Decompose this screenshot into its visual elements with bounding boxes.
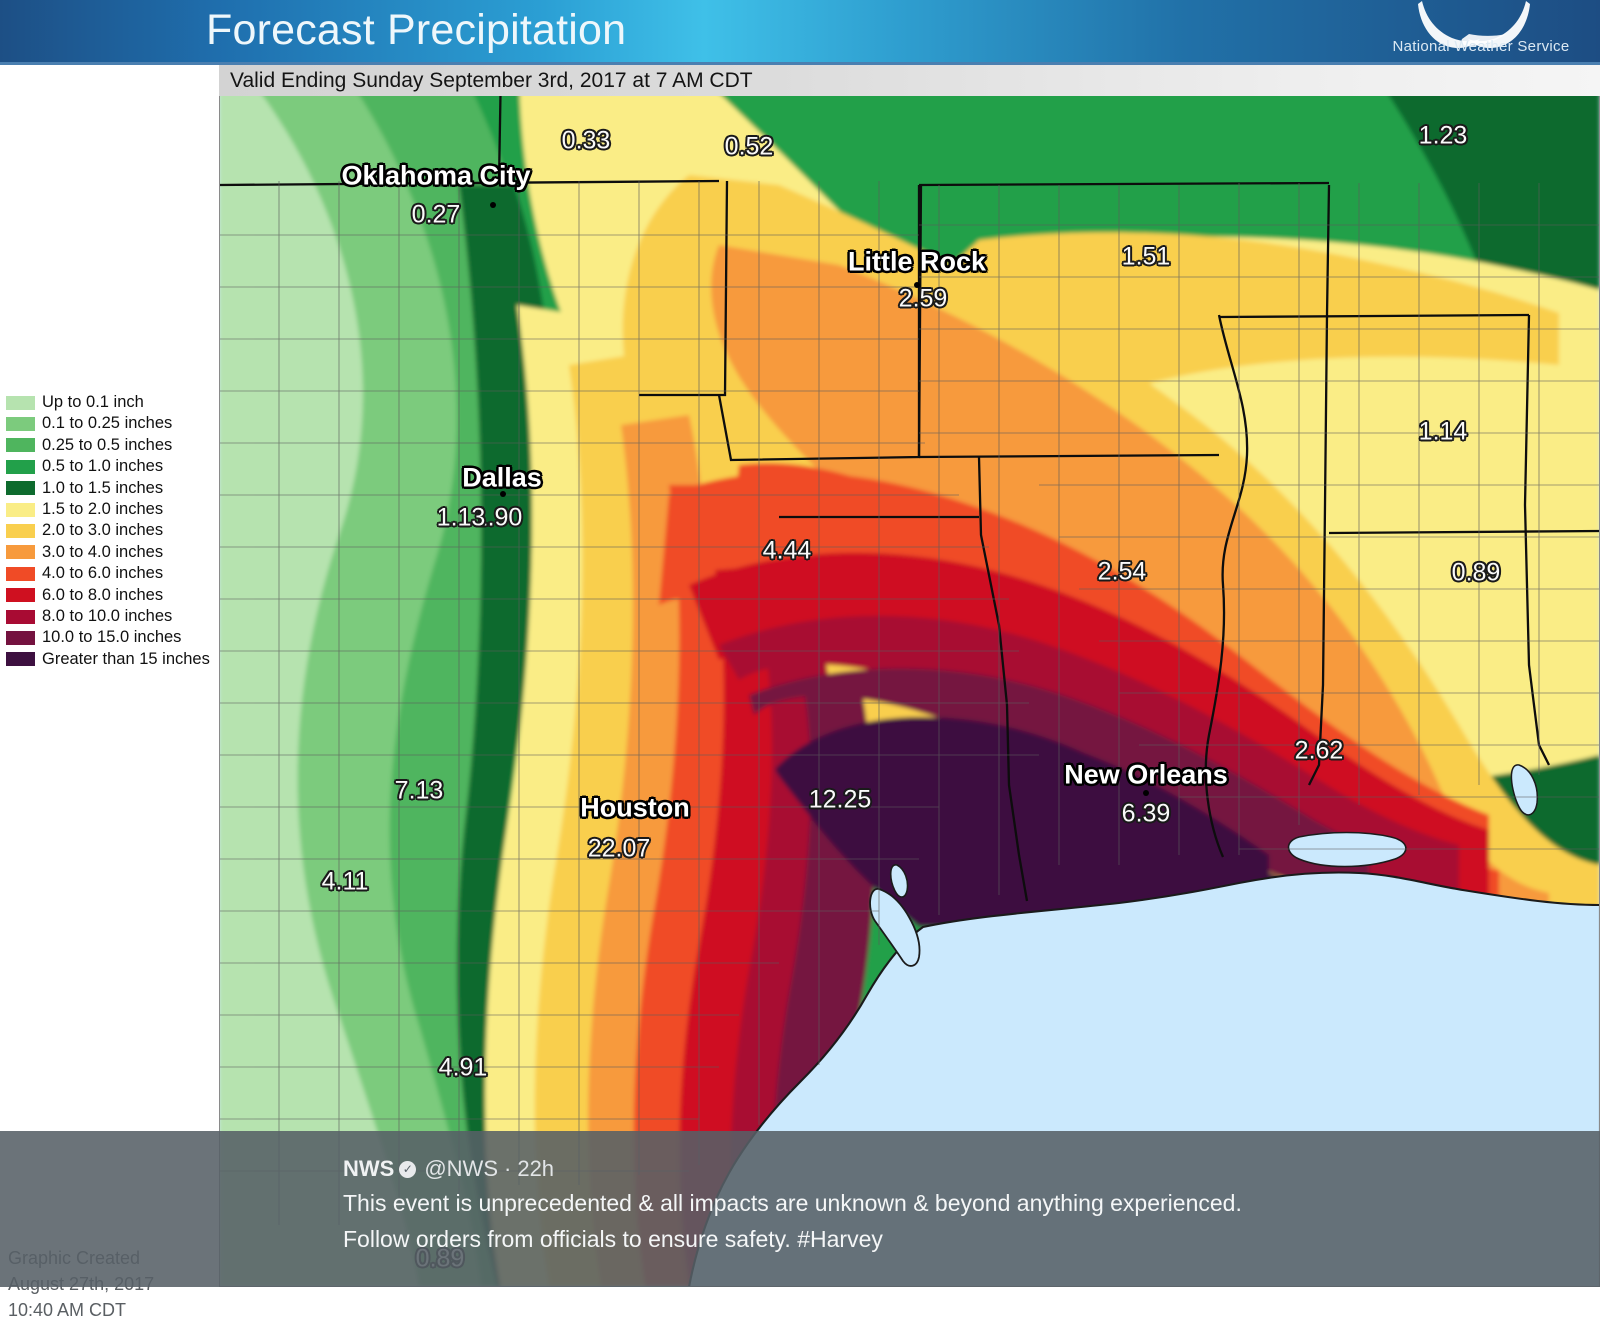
legend-color-swatch <box>6 545 35 560</box>
valid-ending-bar: Valid Ending Sunday September 3rd, 2017 … <box>219 65 1600 96</box>
city-label-little-rock: Little Rock <box>847 246 987 277</box>
legend-item: 0.5 to 1.0 inches <box>6 456 219 477</box>
nws-bird-logo-icon <box>1418 1 1530 49</box>
precip-value-label: 1.23 <box>1418 121 1468 150</box>
tweet-timestamp[interactable]: 22h <box>517 1156 555 1181</box>
legend-item: 2.0 to 3.0 inches <box>6 520 219 541</box>
tweet-handle[interactable]: @NWS <box>424 1156 498 1181</box>
graphic-created-line3: 10:40 AM CDT <box>8 1300 127 1320</box>
legend-item: 10.0 to 15.0 inches <box>6 627 219 648</box>
legend-color-swatch <box>6 566 35 581</box>
legend-item: 1.0 to 1.5 inches <box>6 478 219 499</box>
legend-color-swatch <box>6 481 35 496</box>
legend-item-label: 10.0 to 15.0 inches <box>42 628 182 647</box>
legend-color-swatch <box>6 524 35 539</box>
precipitation-legend: Up to 0.1 inch 0.1 to 0.25 inches 0.25 to … <box>6 392 219 670</box>
tweet-text-line-1: This event is unprecedented & all impact… <box>343 1190 1242 1216</box>
precip-value-label: 1.14 <box>1418 417 1468 446</box>
precip-value-label: 0.52 <box>724 132 774 161</box>
header-banner: Forecast Precipitation National Weather … <box>0 0 1600 62</box>
legend-item-label: 3.0 to 4.0 inches <box>42 542 164 561</box>
precip-value-label: 1.13 <box>436 503 486 532</box>
city-marker-dot <box>1143 790 1149 796</box>
legend-color-swatch <box>6 395 35 410</box>
tweet-header: NWS ✓ @NWS · 22h <box>343 1153 1573 1185</box>
precip-value-label: 0.33 <box>561 126 611 155</box>
tweet-text-line-2: Follow orders from officials to ensure s… <box>343 1226 883 1252</box>
valid-ending-text: Valid Ending Sunday September 3rd, 2017 … <box>230 69 753 92</box>
legend-item: 1.5 to 2.0 inches <box>6 499 219 520</box>
city-marker-dot <box>500 491 506 497</box>
legend-item-label: Greater than 15 inches <box>42 649 210 668</box>
precip-value-label: 0.27 <box>411 200 461 229</box>
legend-item-label: 0.5 to 1.0 inches <box>42 457 164 476</box>
precip-value-label: 1.51 <box>1121 242 1171 271</box>
precip-value-label: 7.13 <box>394 776 444 805</box>
city-label-oklahoma-city: Oklahoma City <box>341 160 531 191</box>
legend-item-label: 6.0 to 8.0 inches <box>42 585 164 604</box>
legend-color-swatch <box>6 630 35 645</box>
precip-value-label: 4.11 <box>321 867 369 896</box>
legend-item: 4.0 to 6.0 inches <box>6 563 219 584</box>
legend-item-label: Up to 0.1 inch <box>42 393 144 411</box>
legend-item-label: 0.25 to 0.5 inches <box>42 435 173 454</box>
legend-item-label: 1.5 to 2.0 inches <box>42 499 164 518</box>
precip-value-label: 0.89 <box>1451 558 1501 587</box>
legend-item: 0.25 to 0.5 inches <box>6 435 219 456</box>
legend-item-label: 4.0 to 6.0 inches <box>42 564 164 583</box>
city-marker-dot <box>634 838 640 844</box>
legend-color-swatch <box>6 588 35 603</box>
precip-value-label: 2.59 <box>898 284 948 313</box>
city-label-new-orleans: New Orleans <box>1064 759 1228 790</box>
precipitation-map[interactable]: Oklahoma City 0.27 Little Rock 2.59 Dallas 1.… <box>219 65 1600 1287</box>
legend-color-swatch <box>6 609 35 624</box>
city-marker-dot <box>914 282 920 288</box>
nws-agency-label: National Weather Service <box>1392 38 1570 55</box>
legend-color-swatch <box>6 459 35 474</box>
legend-item: 0.1 to 0.25 inches <box>6 413 219 434</box>
tweet-account-name[interactable]: NWS <box>343 1156 395 1181</box>
tweet-content: NWS ✓ @NWS · 22h This event is unprecede… <box>343 1153 1573 1257</box>
legend-item-label: 0.1 to 0.25 inches <box>42 414 173 433</box>
legend-color-swatch <box>6 652 35 667</box>
precip-value-label: 4.91 <box>438 1053 488 1082</box>
legend-color-swatch <box>6 417 35 432</box>
legend-item: 6.0 to 8.0 inches <box>6 585 219 606</box>
legend-item: Greater than 15 inches <box>6 649 219 670</box>
city-label-dallas: Dallas <box>462 462 542 493</box>
banner-underline <box>0 62 1600 65</box>
legend-item: 3.0 to 4.0 inches <box>6 542 219 563</box>
legend-item-label: 1.0 to 1.5 inches <box>42 478 164 497</box>
page-title: Forecast Precipitation <box>206 6 627 54</box>
precip-value-label: 22.07 <box>587 834 651 863</box>
legend-color-swatch <box>6 502 35 517</box>
precip-value-label: 1.90 <box>473 503 523 532</box>
legend-item-label: 2.0 to 3.0 inches <box>42 521 164 540</box>
tweet-separator: · <box>504 1156 512 1181</box>
precip-value-label: 2.62 <box>1294 736 1344 765</box>
legend-item: 8.0 to 10.0 inches <box>6 606 219 627</box>
legend-item-label: 8.0 to 10.0 inches <box>42 606 173 625</box>
left-panel: Up to 0.1 inch 0.1 to 0.25 inches 0.25 to … <box>0 65 219 1320</box>
tweet-overlay: NWS ✓ @NWS · 22h This event is unprecede… <box>0 1131 1600 1287</box>
precip-value-label: 6.39 <box>1121 799 1171 828</box>
precip-value-label: 12.25 <box>808 785 872 814</box>
city-marker-dot <box>490 202 496 208</box>
verified-check-icon: ✓ <box>399 1160 417 1178</box>
city-label-houston: Houston <box>580 792 690 823</box>
legend-item: Up to 0.1 inch <box>6 392 219 413</box>
precip-value-label: 2.54 <box>1097 557 1147 586</box>
precip-value-label: 4.44 <box>762 536 812 565</box>
legend-color-swatch <box>6 438 35 453</box>
